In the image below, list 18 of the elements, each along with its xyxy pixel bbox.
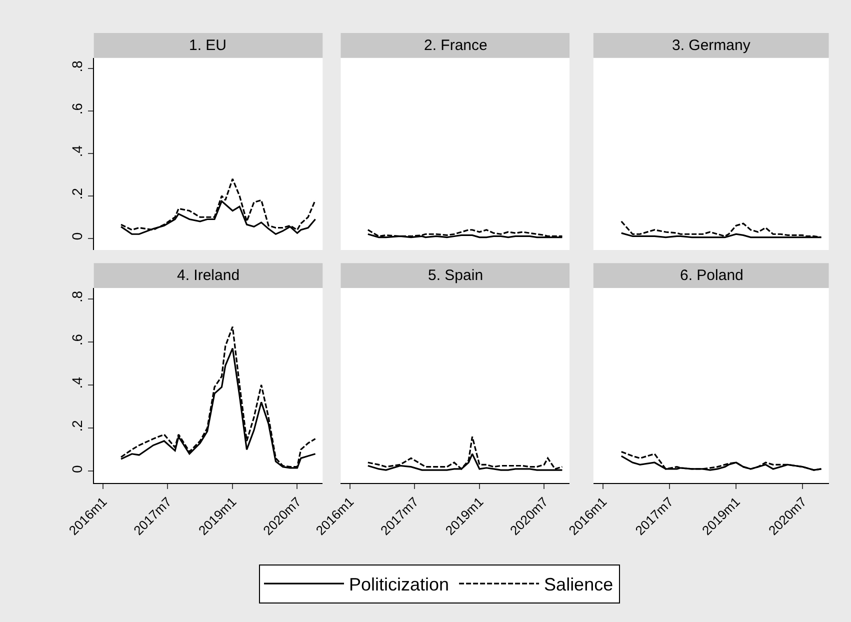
chart-title: 6. Poland	[680, 267, 744, 284]
legend-label: Politicization	[349, 574, 450, 595]
y-tick-label: 0	[69, 232, 86, 240]
y-tick-label: .6	[69, 334, 86, 346]
y-tick-label: .8	[69, 60, 86, 72]
y-tick-label: .2	[69, 188, 86, 200]
chart-title: 5. Spain	[428, 267, 484, 284]
y-tick-label: .6	[69, 102, 86, 115]
chart-title: 1. EU	[189, 37, 227, 54]
legend-label: Salience	[544, 574, 614, 595]
y-tick-label: .4	[69, 376, 86, 389]
y-tick-label: .2	[69, 420, 86, 432]
chart-title: 4. Ireland	[177, 267, 240, 284]
chart-title: 3. Germany	[672, 37, 751, 54]
chart-title: 2. France	[424, 37, 488, 54]
y-tick-label: .8	[69, 290, 86, 302]
y-tick-label: .4	[69, 145, 86, 158]
y-tick-label: 0	[69, 464, 86, 473]
